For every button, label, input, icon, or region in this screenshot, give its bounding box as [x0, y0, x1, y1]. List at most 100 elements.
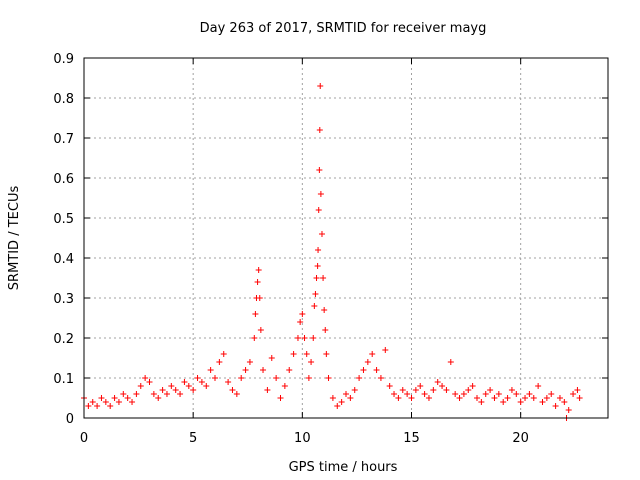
data-point	[452, 391, 459, 397]
data-point	[412, 387, 419, 393]
data-point	[303, 351, 310, 357]
data-point	[504, 395, 511, 401]
data-point	[89, 399, 96, 405]
data-point	[150, 391, 157, 397]
data-point	[399, 387, 406, 393]
data-point	[294, 335, 301, 341]
data-point	[565, 407, 572, 413]
x-tick-label: 5	[189, 431, 197, 446]
data-point	[273, 375, 280, 381]
data-point	[133, 391, 140, 397]
data-point	[391, 391, 398, 397]
data-point	[576, 395, 583, 401]
data-point	[543, 395, 550, 401]
data-point	[522, 395, 529, 401]
data-point	[474, 395, 480, 401]
data-point	[478, 399, 485, 405]
data-point	[124, 395, 131, 401]
y-tick-label: 0.7	[53, 132, 74, 147]
data-point	[469, 383, 476, 389]
data-point	[364, 359, 371, 365]
data-point	[386, 383, 393, 389]
data-point	[137, 383, 144, 389]
data-point	[491, 395, 498, 401]
data-point	[311, 303, 318, 309]
data-point	[526, 391, 533, 397]
y-tick-label: 0.4	[53, 252, 74, 267]
data-point	[495, 391, 502, 397]
data-point	[430, 387, 437, 393]
data-point	[299, 311, 306, 317]
data-point	[517, 399, 524, 405]
data-point	[203, 383, 210, 389]
grid	[84, 58, 608, 418]
y-tick-label: 0.6	[53, 172, 74, 187]
data-point	[539, 399, 546, 405]
data-point	[120, 391, 127, 397]
data-point	[323, 351, 330, 357]
data-point	[317, 83, 324, 89]
data-point	[297, 319, 304, 325]
data-point	[155, 395, 162, 401]
data-point	[129, 399, 136, 405]
data-point	[146, 379, 153, 385]
axis-ticks: 0 0.1 0.2 0.3 0.4 0.5 0.6 0.7 0.8 0.9 0 5 10 15 20	[53, 52, 608, 446]
data-point	[177, 391, 184, 397]
x-axis-label: GPS time / hours	[289, 460, 398, 475]
data-point	[316, 167, 323, 173]
data-point	[220, 351, 227, 357]
data-point	[322, 327, 329, 333]
x-tick-label: 0	[80, 431, 88, 446]
data-point	[439, 383, 446, 389]
data-point	[94, 403, 101, 409]
data-point	[194, 375, 201, 381]
x-tick-label: 15	[403, 431, 420, 446]
data-point	[377, 375, 384, 381]
data-point	[570, 391, 577, 397]
data-point	[404, 391, 411, 397]
data-point	[290, 351, 297, 357]
data-point	[305, 375, 312, 381]
data-points	[81, 83, 583, 421]
data-point	[535, 383, 542, 389]
y-axis-label: SRMTID / TECUs	[7, 186, 22, 291]
data-point	[425, 395, 432, 401]
data-point	[447, 359, 454, 365]
data-point	[513, 391, 520, 397]
data-point	[85, 403, 92, 409]
data-point	[255, 267, 262, 273]
data-point	[320, 275, 327, 281]
data-point	[351, 387, 358, 393]
data-point	[500, 399, 507, 405]
data-point	[360, 367, 367, 373]
data-point	[530, 395, 537, 401]
data-point	[225, 379, 232, 385]
data-point	[369, 351, 376, 357]
data-point	[421, 391, 428, 397]
data-point	[382, 347, 389, 353]
data-point	[329, 395, 336, 401]
data-point	[251, 335, 258, 341]
data-point	[310, 335, 317, 341]
data-point	[316, 127, 323, 133]
data-point	[216, 359, 223, 365]
y-tick-label: 0.3	[53, 292, 74, 307]
data-point	[356, 375, 363, 381]
data-point	[548, 391, 555, 397]
data-point	[172, 387, 179, 393]
data-point	[142, 375, 149, 381]
data-point	[264, 387, 271, 393]
y-tick-label: 0.8	[53, 92, 74, 107]
y-tick-label: 0.5	[53, 212, 74, 227]
data-point	[508, 387, 515, 393]
data-point	[256, 295, 263, 301]
data-point	[465, 387, 472, 393]
data-point	[556, 395, 563, 401]
data-point	[107, 403, 114, 409]
data-point	[312, 291, 319, 297]
data-point	[246, 359, 253, 365]
data-point	[325, 375, 332, 381]
data-point	[277, 395, 284, 401]
data-point	[347, 395, 354, 401]
data-point	[434, 379, 441, 385]
